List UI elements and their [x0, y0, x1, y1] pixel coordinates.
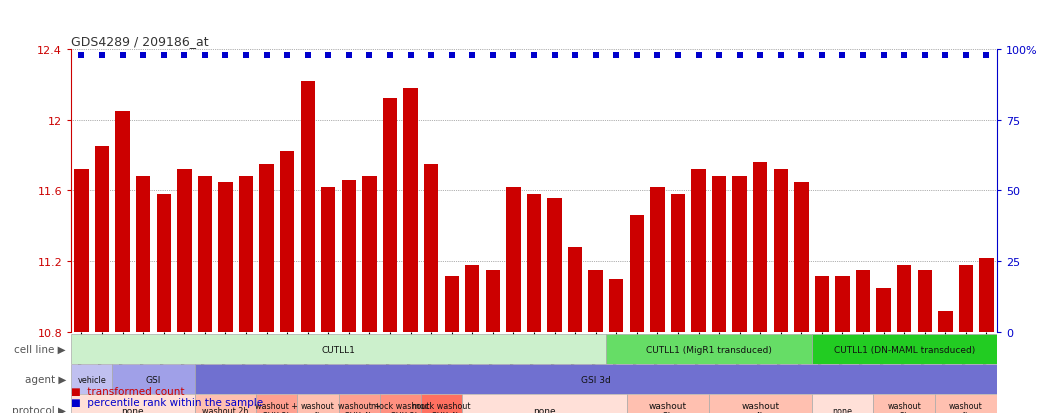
Text: CUTLL1 (DN-MAML transduced): CUTLL1 (DN-MAML transduced) [833, 345, 975, 354]
Text: ■  transformed count: ■ transformed count [71, 387, 184, 396]
Bar [486, 271, 500, 413]
Text: cell line ▶: cell line ▶ [15, 344, 66, 354]
Bar [383, 99, 397, 413]
Text: agent ▶: agent ▶ [24, 374, 66, 384]
Text: GSI 3d: GSI 3d [581, 375, 610, 384]
Bar [733, 177, 747, 413]
Bar [979, 258, 994, 413]
Bar [157, 195, 171, 413]
Bar [753, 163, 767, 413]
Bar [177, 170, 192, 413]
Bar [280, 152, 294, 413]
Bar [917, 271, 932, 413]
Text: none: none [533, 406, 556, 413]
Bar [115, 112, 130, 413]
Bar [567, 248, 582, 413]
Text: mock washout
+ CHX 2h: mock washout + CHX 2h [371, 401, 429, 413]
Bar [421, 394, 462, 413]
Bar [71, 394, 195, 413]
Text: washout 2h: washout 2h [202, 406, 248, 413]
Text: washout +
CHX 4h: washout + CHX 4h [338, 401, 380, 413]
Bar [609, 280, 623, 413]
Bar [811, 394, 873, 413]
Bar [959, 265, 973, 413]
Bar [321, 188, 335, 413]
Bar [462, 394, 626, 413]
Text: GSI: GSI [146, 375, 161, 384]
Bar [855, 271, 870, 413]
Bar [74, 170, 89, 413]
Bar [671, 195, 685, 413]
Bar [629, 216, 644, 413]
Bar [873, 394, 935, 413]
Bar [527, 195, 541, 413]
Bar [195, 364, 997, 394]
Bar [195, 394, 257, 413]
Text: washout
4h: washout 4h [949, 401, 983, 413]
Text: washout
2h: washout 2h [887, 401, 921, 413]
Bar [424, 164, 439, 413]
Text: protocol ▶: protocol ▶ [12, 406, 66, 413]
Bar [71, 364, 112, 394]
Bar [71, 335, 606, 364]
Bar [112, 364, 195, 394]
Bar [876, 288, 891, 413]
Bar [691, 170, 706, 413]
Bar [380, 394, 421, 413]
Bar [774, 170, 788, 413]
Text: mock washout
+ CHX 4h: mock washout + CHX 4h [413, 401, 471, 413]
Text: vehicle: vehicle [77, 375, 106, 384]
Text: washout
2h: washout 2h [648, 401, 687, 413]
Bar [626, 394, 709, 413]
Bar [712, 177, 727, 413]
Bar [795, 182, 808, 413]
Bar [341, 180, 356, 413]
Bar [136, 177, 151, 413]
Bar [935, 394, 997, 413]
Bar [198, 177, 213, 413]
Text: ■  percentile rank within the sample: ■ percentile rank within the sample [71, 397, 264, 407]
Bar [338, 394, 380, 413]
Bar [362, 177, 377, 413]
Text: washout
4h: washout 4h [741, 401, 779, 413]
Bar [938, 311, 953, 413]
Bar [709, 394, 811, 413]
Bar [95, 147, 109, 413]
Text: none: none [121, 406, 144, 413]
Text: washout +
CHX 2h: washout + CHX 2h [255, 401, 298, 413]
Bar [239, 177, 253, 413]
Bar [811, 335, 997, 364]
Bar [606, 335, 811, 364]
Text: washout
4h: washout 4h [302, 401, 335, 413]
Bar [506, 188, 520, 413]
Bar [300, 81, 315, 413]
Bar [588, 271, 603, 413]
Text: CUTLL1: CUTLL1 [321, 345, 356, 354]
Text: CUTLL1 (MigR1 transduced): CUTLL1 (MigR1 transduced) [646, 345, 772, 354]
Bar [445, 276, 459, 413]
Bar [836, 276, 850, 413]
Bar [548, 198, 562, 413]
Bar [297, 394, 338, 413]
Bar [218, 182, 232, 413]
Text: GDS4289 / 209186_at: GDS4289 / 209186_at [71, 36, 208, 48]
Bar [815, 276, 829, 413]
Bar [465, 265, 480, 413]
Bar [897, 265, 911, 413]
Bar [403, 88, 418, 413]
Bar [650, 188, 665, 413]
Bar [260, 164, 273, 413]
Text: none: none [832, 406, 852, 413]
Bar [257, 394, 297, 413]
